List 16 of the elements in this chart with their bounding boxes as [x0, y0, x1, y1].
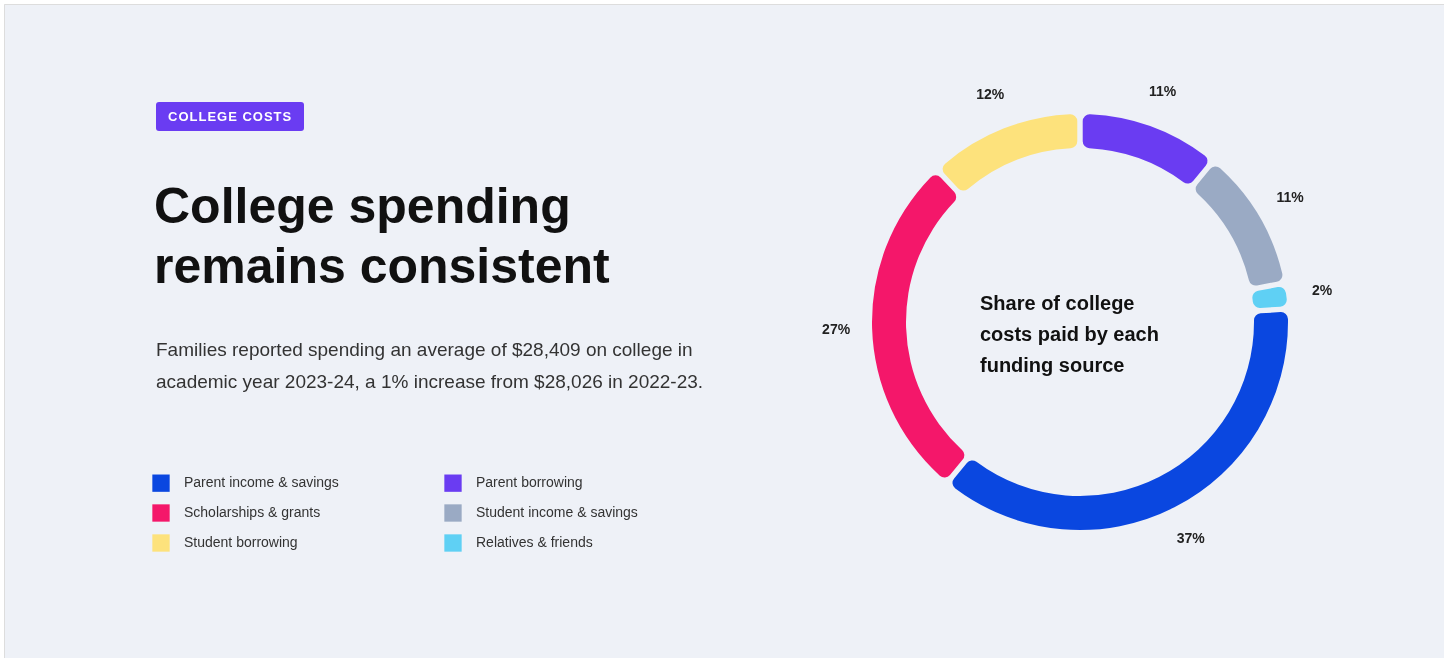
legend-label: Parent borrowing: [476, 474, 583, 491]
text: Families reported spending an average of $28,409 on college in academic year 2023-24, a 1% increase from $28,026 in 2022-23.: [156, 338, 705, 394]
data-label: 11%: [1276, 188, 1305, 205]
legend-label: Parent income & savings: [184, 474, 339, 491]
legend-label: Scholarships & grants: [184, 504, 321, 520]
text: College spending remains consistent: [154, 177, 611, 296]
data-label: 12%: [976, 86, 1005, 103]
data-label: 2%: [1311, 282, 1333, 299]
data-label: 37%: [1176, 530, 1206, 547]
data-label: 11%: [1149, 83, 1177, 100]
legend-label: Student income & savings: [476, 504, 638, 520]
legend-label: Relatives & friends: [476, 534, 593, 550]
text: Share of college costs paid by each funding source: [980, 291, 1160, 378]
data-label: 27%: [822, 320, 851, 337]
legend-label: Student borrowing: [184, 534, 298, 550]
text: COLLEGE COSTS: [156, 102, 305, 131]
